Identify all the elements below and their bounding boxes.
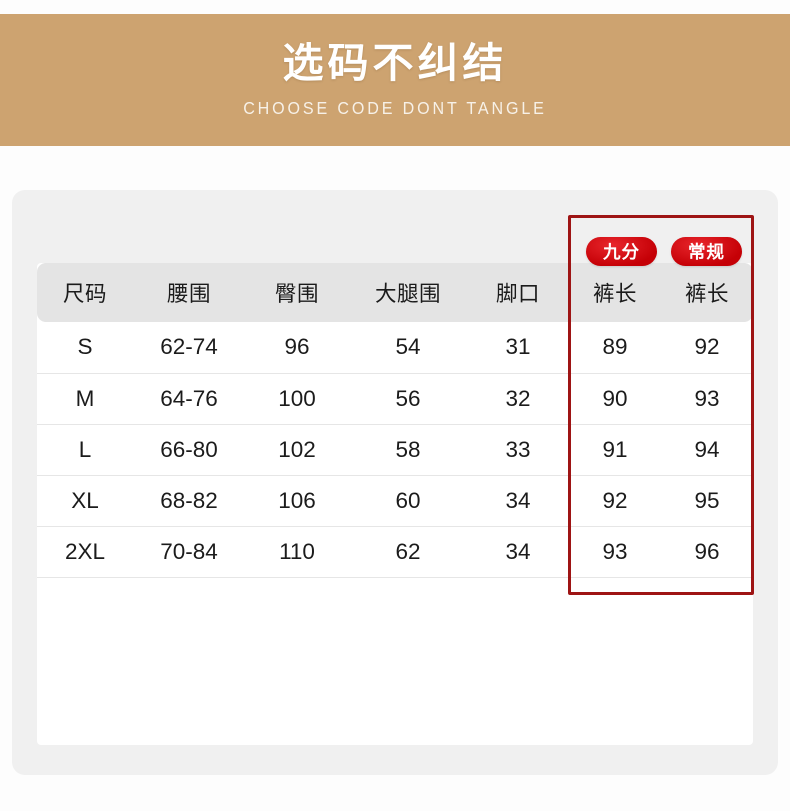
- cell-thigh: 62: [349, 526, 467, 578]
- cell-hip: 100: [245, 373, 349, 425]
- table-body: S 62-74 96 54 31 89 92 M 64-76 100 56 32…: [37, 322, 753, 578]
- cell-length-regular: 94: [661, 424, 753, 476]
- cell-opening: 31: [467, 322, 569, 374]
- column-header-hip: 臀围: [245, 263, 349, 322]
- cell-length-cropped: 93: [569, 526, 661, 578]
- column-header-size: 尺码: [37, 263, 133, 322]
- header-banner: 选码不纠结 CHOOSE CODE DONT TANGLE: [0, 14, 790, 146]
- table-row: S 62-74 96 54 31 89 92: [37, 322, 753, 374]
- cell-length-cropped: 90: [569, 373, 661, 425]
- cell-length-cropped: 91: [569, 424, 661, 476]
- table-header-row: 尺码 腰围 臀围 大腿围 脚口 裤长 裤长: [37, 263, 753, 322]
- column-header-waist: 腰围: [133, 263, 245, 322]
- cell-length-cropped: 92: [569, 475, 661, 527]
- table-row: M 64-76 100 56 32 90 93: [37, 373, 753, 425]
- cell-length-regular: 92: [661, 322, 753, 374]
- cell-thigh: 56: [349, 373, 467, 425]
- cell-size: XL: [37, 475, 133, 527]
- column-header-length-cropped: 裤长: [569, 263, 661, 322]
- cell-hip: 102: [245, 424, 349, 476]
- banner-subtitle: CHOOSE CODE DONT TANGLE: [243, 97, 547, 118]
- cell-length-regular: 93: [661, 373, 753, 425]
- cell-hip: 96: [245, 322, 349, 374]
- cell-hip: 110: [245, 526, 349, 578]
- table-row: XL 68-82 106 60 34 92 95: [37, 475, 753, 527]
- cell-waist: 68-82: [133, 475, 245, 527]
- column-header-opening: 脚口: [467, 263, 569, 322]
- cell-length-regular: 95: [661, 475, 753, 527]
- cell-opening: 33: [467, 424, 569, 476]
- cell-opening: 32: [467, 373, 569, 425]
- cell-thigh: 58: [349, 424, 467, 476]
- cell-opening: 34: [467, 475, 569, 527]
- size-chart-card: 尺码 腰围 臀围 大腿围 脚口 裤长 裤长 S 62-74 96 54 31 8…: [12, 190, 778, 775]
- cell-size: 2XL: [37, 526, 133, 578]
- cell-waist: 70-84: [133, 526, 245, 578]
- badge-regular-length: 常规: [671, 237, 742, 266]
- banner-title: 选码不纠结: [282, 40, 508, 87]
- cell-size: L: [37, 424, 133, 476]
- cell-size: M: [37, 373, 133, 425]
- table-header: 尺码 腰围 臀围 大腿围 脚口 裤长 裤长: [37, 263, 753, 322]
- cell-waist: 62-74: [133, 322, 245, 374]
- badge-cropped-length: 九分: [586, 237, 657, 266]
- cell-waist: 66-80: [133, 424, 245, 476]
- size-table: 尺码 腰围 臀围 大腿围 脚口 裤长 裤长 S 62-74 96 54 31 8…: [37, 263, 753, 578]
- table-row: 2XL 70-84 110 62 34 93 96: [37, 526, 753, 578]
- column-header-thigh: 大腿围: [349, 263, 467, 322]
- column-header-length-regular: 裤长: [661, 263, 753, 322]
- cell-length-cropped: 89: [569, 322, 661, 374]
- cell-opening: 34: [467, 526, 569, 578]
- cell-hip: 106: [245, 475, 349, 527]
- cell-thigh: 60: [349, 475, 467, 527]
- cell-length-regular: 96: [661, 526, 753, 578]
- table-row: L 66-80 102 58 33 91 94: [37, 424, 753, 476]
- cell-size: S: [37, 322, 133, 374]
- cell-waist: 64-76: [133, 373, 245, 425]
- cell-thigh: 54: [349, 322, 467, 374]
